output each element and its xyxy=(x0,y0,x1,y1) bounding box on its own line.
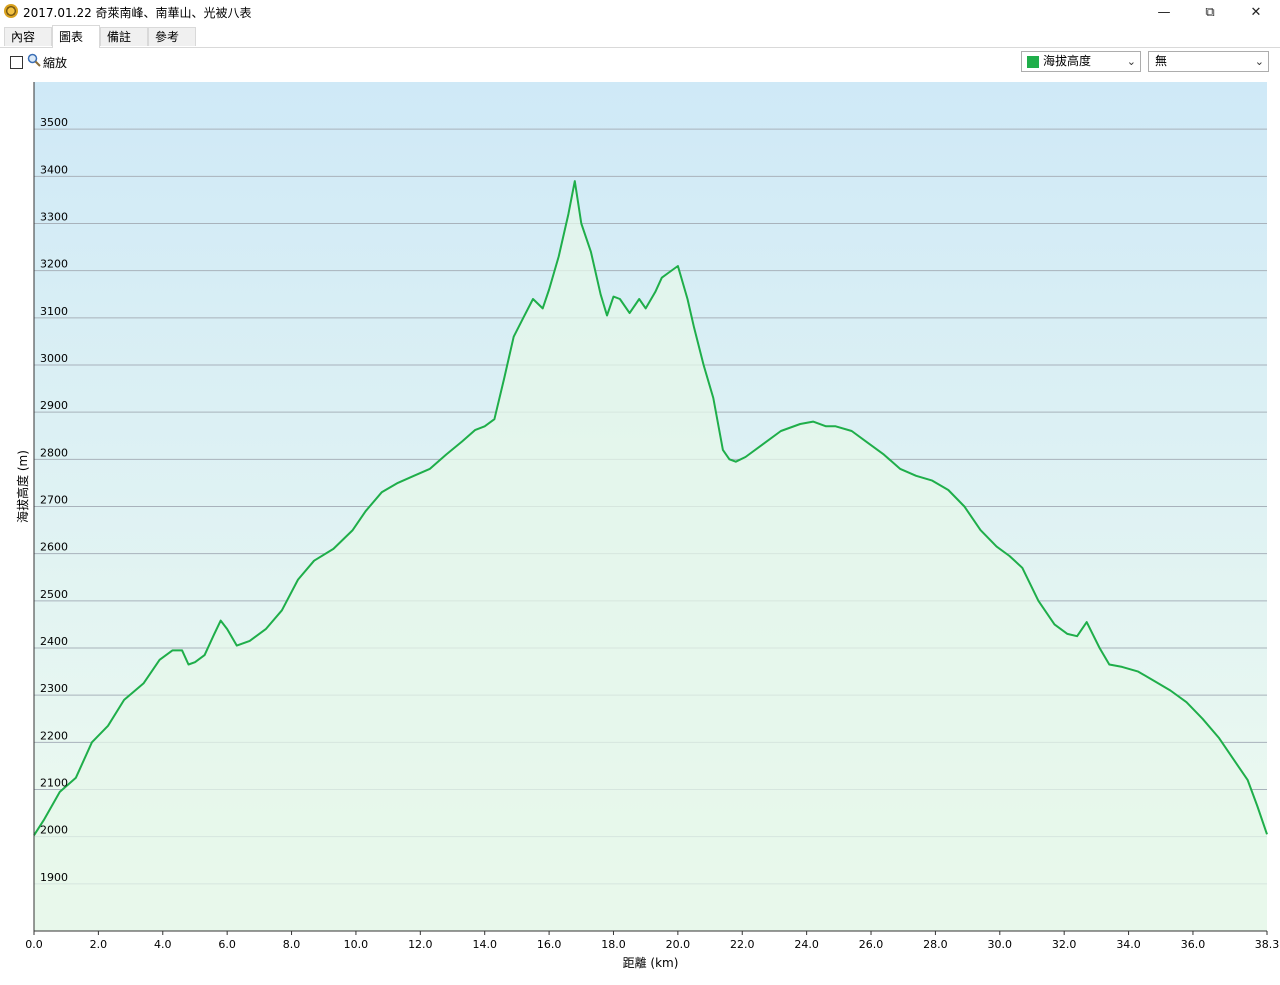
y-tick-label: 3000 xyxy=(40,352,68,365)
y-tick-label: 2400 xyxy=(40,635,68,648)
x-tick-label: 4.0 xyxy=(154,938,172,951)
x-tick-label: 0.0 xyxy=(25,938,43,951)
tab-content[interactable]: 內容 xyxy=(4,27,52,46)
x-tick-label: 10.0 xyxy=(344,938,369,951)
y-tick-label: 2300 xyxy=(40,682,68,695)
y-tick-label: 2000 xyxy=(40,824,68,837)
y-tick-label: 3400 xyxy=(40,163,68,176)
chevron-down-icon: ⌄ xyxy=(1254,55,1264,68)
x-tick-label: 8.0 xyxy=(283,938,301,951)
axes xyxy=(33,82,1267,932)
restore-button[interactable]: ⧉ xyxy=(1205,4,1215,20)
y-tick-label: 2800 xyxy=(40,446,68,459)
title-bar: 2017.01.22 奇萊南峰、南華山、光被八表 — ⧉ ✕ xyxy=(0,0,1280,24)
close-button[interactable]: ✕ xyxy=(1250,4,1262,20)
elevation-line xyxy=(33,180,1268,836)
tab-notes[interactable]: 備註 xyxy=(100,27,148,46)
x-tick-label: 24.0 xyxy=(794,938,819,951)
series-color-swatch xyxy=(1027,56,1039,68)
y-tick-label: 2600 xyxy=(40,541,68,554)
x-tick-label: 20.0 xyxy=(666,938,691,951)
x-tick-label: 2.0 xyxy=(90,938,108,951)
y-tick-label: 3200 xyxy=(40,258,68,271)
zoom-checkbox[interactable] xyxy=(10,56,23,69)
overlay-select-value: 無 xyxy=(1155,54,1168,68)
x-tick-label: 38.3 xyxy=(1255,938,1280,951)
x-tick-label: 14.0 xyxy=(472,938,497,951)
y-tick-label: 3100 xyxy=(40,305,68,318)
y-axis-ticks: 1900 2000 2100 2200 2300 2400 2500 2600 2700 2800… xyxy=(40,116,68,884)
x-tick-label: 28.0 xyxy=(923,938,948,951)
app-icon xyxy=(4,4,18,18)
magnifier-icon xyxy=(27,53,41,67)
y-tick-label: 2200 xyxy=(40,729,68,742)
x-tick-label: 34.0 xyxy=(1116,938,1141,951)
minimize-button[interactable]: — xyxy=(1157,4,1171,20)
tab-reference[interactable]: 參考 xyxy=(148,27,196,46)
elevation-area xyxy=(34,181,1267,932)
y-axis-title: 海拔高度 (m) xyxy=(15,450,30,523)
y-tick-label: 2900 xyxy=(40,399,68,412)
x-tick-label: 12.0 xyxy=(408,938,433,951)
x-tick-label: 16.0 xyxy=(537,938,562,951)
overlay-select[interactable]: 無 ⌄ xyxy=(1148,51,1269,72)
elevation-chart: 1900 2000 2100 2200 2300 2400 2500 2600 2700 2800… xyxy=(15,82,1279,970)
x-tick-label: 6.0 xyxy=(218,938,236,951)
x-tick-label: 32.0 xyxy=(1052,938,1077,951)
series-select-value: 海拔高度 xyxy=(1043,54,1092,68)
y-tick-label: 2500 xyxy=(40,588,68,601)
x-tick-label: 26.0 xyxy=(859,938,884,951)
x-tick-label: 30.0 xyxy=(988,938,1013,951)
x-tick-label: 36.0 xyxy=(1181,938,1206,951)
x-tick-label: 18.0 xyxy=(601,938,626,951)
window-title: 2017.01.22 奇萊南峰、南華山、光被八表 xyxy=(23,6,252,20)
tab-chart[interactable]: 圖表 xyxy=(52,25,100,48)
x-tick-label: 22.0 xyxy=(730,938,755,951)
zoom-label: 縮放 xyxy=(43,56,68,70)
x-axis-ticks: 0.0 2.0 4.0 6.0 8.0 10.0 12.0 14.0 16.0 18.0 20.0 2… xyxy=(25,931,1279,951)
y-tick-label: 2700 xyxy=(40,494,68,507)
y-tick-label: 3500 xyxy=(40,116,68,129)
chevron-down-icon: ⌄ xyxy=(1126,55,1136,68)
x-axis-title: 距離 (km) xyxy=(623,956,679,970)
y-tick-label: 1900 xyxy=(40,871,68,884)
y-tick-label: 3300 xyxy=(40,211,68,224)
y-tick-label: 2100 xyxy=(40,777,68,790)
series-select[interactable]: 海拔高度 ⌄ xyxy=(1021,51,1141,72)
tab-bar: 內容 圖表 備註 參考 xyxy=(0,25,1280,48)
